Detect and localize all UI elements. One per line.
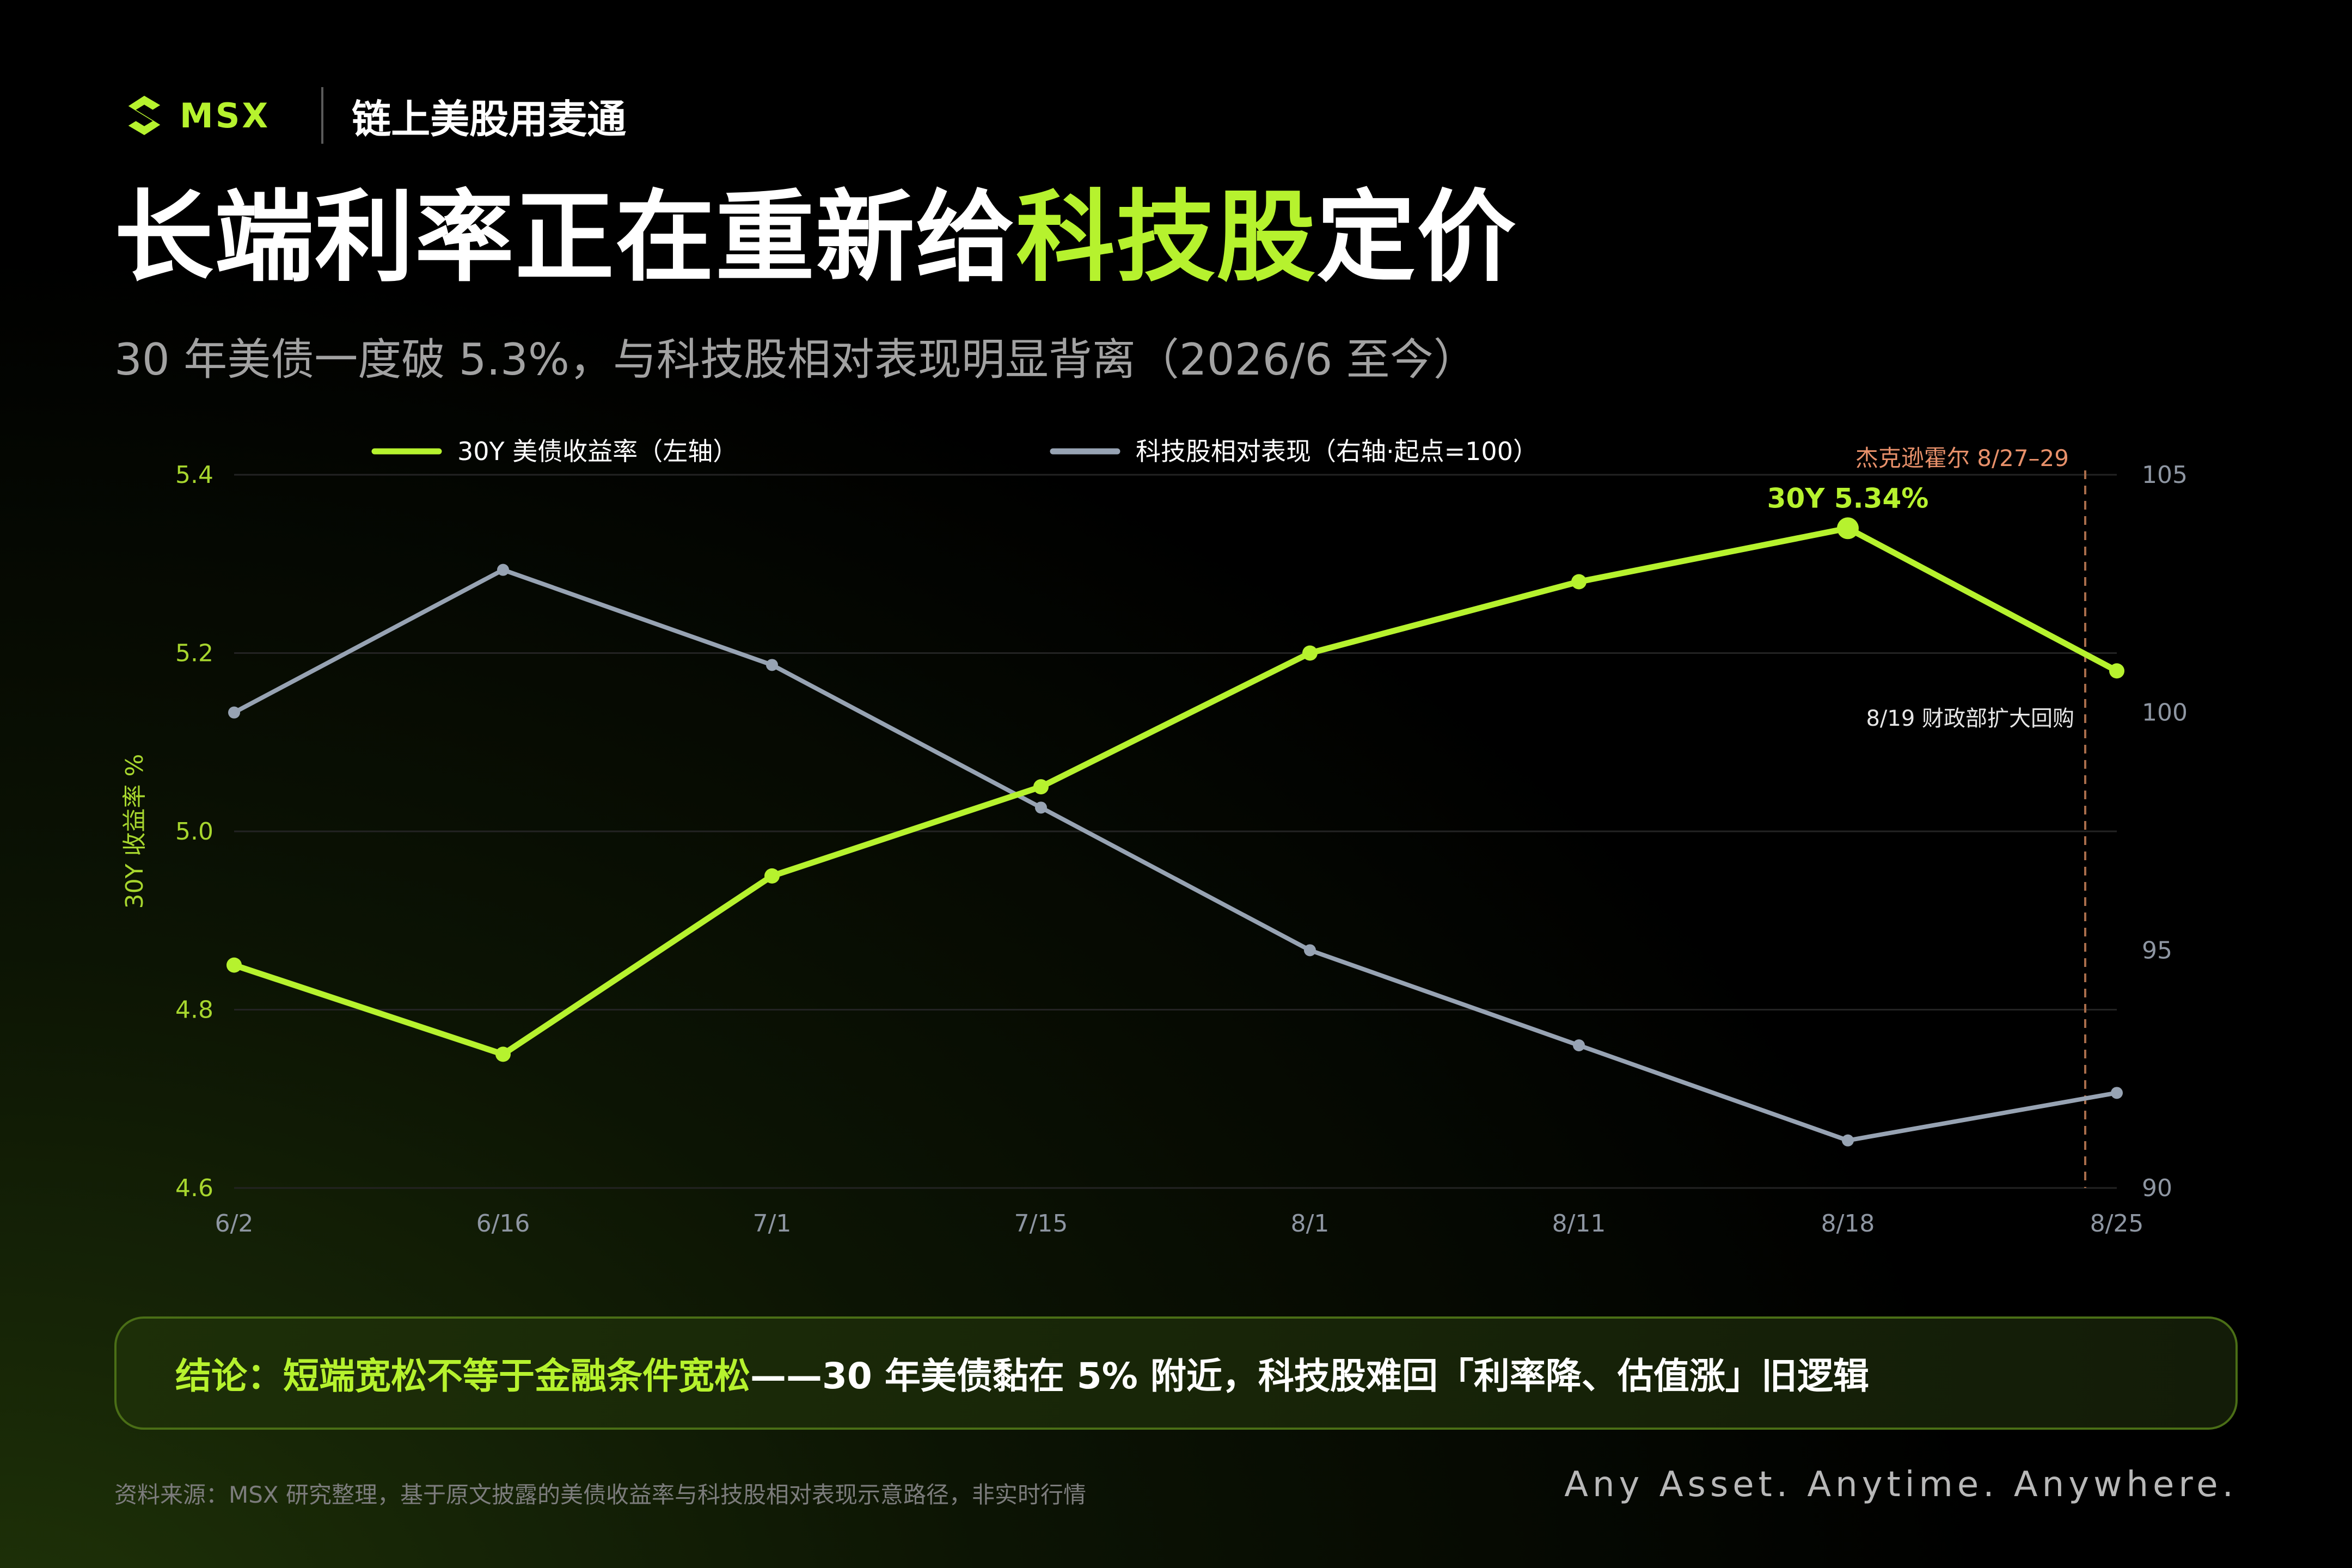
title-prefix: 长端利率正在重新给 [114,180,1016,295]
x-tick-label: 7/1 [753,1210,792,1238]
x-tick-label: 8/25 [2090,1210,2144,1238]
event-label: 杰克逊霍尔 8/27–29 [1855,445,2069,471]
y-tick-label: 5.4 [175,461,213,489]
legend-label: 科技股相对表现（右轴·起点=100） [1136,437,1538,466]
x-tick-label: 6/16 [476,1210,530,1238]
data-point [1035,801,1047,814]
data-point [2109,663,2124,679]
conclusion-label: 结论： [175,1355,283,1397]
y2-tick-label: 95 [2142,936,2172,964]
x-tick-label: 8/11 [1552,1210,1606,1238]
data-point [497,564,509,576]
y2-tick-label: 100 [2142,699,2188,727]
x-tick-label: 7/15 [1014,1210,1068,1238]
title-suffix: 定价 [1316,180,1517,295]
x-tick-label: 8/18 [1821,1210,1875,1238]
source-note: 资料来源：MSX 研究整理，基于原文披露的美债收益率与科技股相对表现示意路径，非… [114,1481,1087,1508]
y-tick-label: 4.6 [175,1174,213,1202]
y-axis-title: 30Y 收益率 % [121,754,149,909]
series-line [232,567,2119,1143]
x-tick-label: 6/2 [215,1210,254,1238]
legend-label: 30Y 美债收益率（左轴） [457,437,738,466]
y-tick-label: 5.0 [175,818,213,846]
x-tick-label: 8/1 [1291,1210,1330,1238]
data-point [764,868,780,884]
data-point [495,1046,511,1062]
data-point [1842,1134,1854,1147]
data-point [766,659,778,671]
line-chart: 4.6 4.8 5.0 5.2 5.4 90 95 100 105 6/2 6/16 7/1 7/15 8… [121,437,2188,1238]
data-point [1573,1039,1585,1051]
conclusion-highlight: 短端宽松不等于金融条件宽松 [283,1355,750,1397]
series-line [231,525,2120,1057]
brand-name: MSX [180,95,271,136]
brand-header: MSX 链上美股用麦通 [121,87,627,144]
data-point [1571,574,1587,590]
brand-divider [321,87,324,144]
data-point [228,706,240,719]
page-subtitle: 30 年美债一度破 5.3%，与科技股相对表现明显背离（2026/6 至今） [114,334,1477,385]
y-tick-label: 4.8 [175,996,213,1024]
y2-tick-label: 90 [2142,1174,2172,1202]
data-point [1304,944,1316,957]
conclusion-box: 结论： 短端宽松不等于金融条件宽松 ——30 年美债黏在 5% 附近，科技股难回「利… [114,1316,2238,1430]
y-tick-label: 5.2 [175,640,213,667]
conclusion-text: ——30 年美债黏在 5% 附近，科技股难回「利率降、估值涨」旧逻辑 [750,1355,1869,1397]
title-highlight: 科技股 [1016,180,1316,295]
data-point [1837,517,1859,540]
event-note: 8/19 财政部扩大回购 [1866,706,2074,731]
y2-tick-label: 105 [2142,461,2188,489]
brand-slogan: 链上美股用麦通 [352,96,627,142]
data-point [2111,1087,2123,1099]
msx-logo-icon [128,95,161,136]
data-point [226,957,242,973]
data-point [1302,645,1318,661]
tagline: Any Asset. Anytime. Anywhere. [1564,1465,2238,1505]
page-title: 长端利率正在重新给科技股定价 [114,188,1517,287]
data-point [1033,779,1049,795]
peak-label: 30Y 5.34% [1767,482,1929,514]
